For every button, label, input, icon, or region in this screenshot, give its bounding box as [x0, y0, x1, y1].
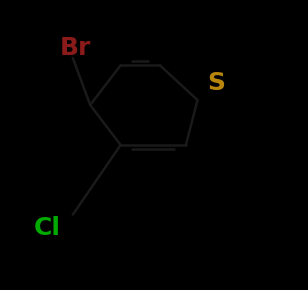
Text: Br: Br — [60, 36, 91, 60]
Text: S: S — [208, 71, 226, 95]
Text: Cl: Cl — [34, 216, 61, 240]
